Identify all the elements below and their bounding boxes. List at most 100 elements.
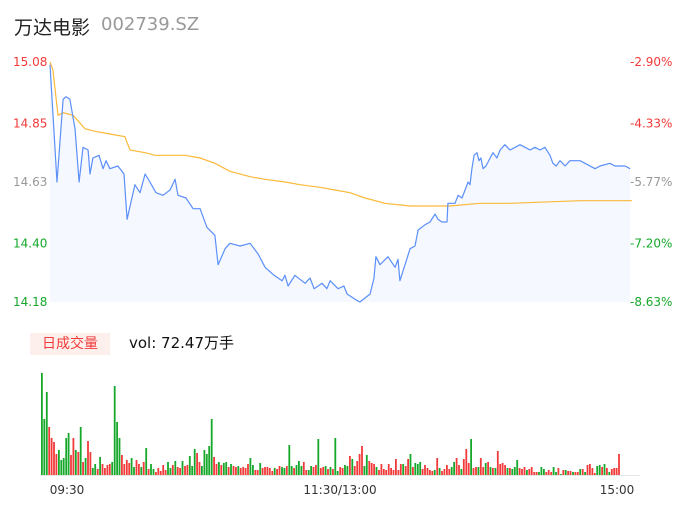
volume-bar: [77, 452, 80, 475]
volume-bar: [533, 472, 536, 475]
volume-bar: [205, 454, 208, 475]
volume-bar: [557, 468, 560, 475]
volume-bar: [254, 470, 257, 475]
volume-bar: [305, 470, 308, 475]
volume-bar: [412, 467, 414, 475]
volume-bar: [436, 458, 439, 475]
volume-bar: [380, 464, 383, 475]
volume-bar: [123, 464, 126, 475]
volume-bar: [431, 471, 434, 475]
volume-bar: [494, 468, 497, 475]
volume-bar: [610, 469, 613, 475]
volume-bar: [606, 468, 608, 475]
volume-bar: [390, 468, 392, 475]
volume-bar: [288, 445, 291, 475]
line-layer: [49, 61, 632, 303]
y-tick-label-left: 14.40: [13, 236, 47, 250]
volume-bar: [356, 461, 359, 475]
volume-bar: [41, 373, 43, 475]
volume-bar: [589, 464, 591, 475]
volume-bar: [169, 468, 172, 475]
volume-bar: [125, 460, 128, 475]
volume-bar: [373, 464, 375, 475]
volume-bar: [538, 472, 540, 475]
volume-bar: [87, 441, 89, 475]
volume-bar: [271, 471, 274, 475]
volume-bar: [111, 462, 114, 475]
volume-bar: [443, 469, 446, 475]
volume-bar: [310, 466, 312, 475]
volume-bar: [239, 468, 242, 475]
volume-bar: [579, 469, 582, 475]
volume-bar: [349, 456, 351, 475]
volume-bar: [584, 472, 586, 475]
volume-bar: [351, 459, 354, 475]
volume-bar: [74, 450, 77, 475]
volume-tab[interactable]: 日成交量: [30, 333, 110, 355]
volume-bar: [135, 460, 138, 475]
volume-bar: [550, 472, 553, 475]
volume-bar: [365, 455, 368, 475]
volume-bar: [458, 465, 460, 475]
volume-bar: [198, 462, 201, 475]
volume-bar: [489, 467, 492, 475]
y-tick-label-left: 14.85: [13, 116, 47, 130]
volume-bar: [526, 470, 528, 475]
volume-bar: [130, 458, 133, 475]
volume-bar: [540, 467, 543, 475]
volume-bar: [329, 467, 332, 475]
volume-bar: [295, 465, 298, 475]
volume-bar: [324, 466, 327, 475]
volume-bar: [210, 419, 213, 475]
volume-bar: [358, 454, 361, 475]
price-area: [50, 64, 631, 302]
y-tick-label-right: -7.20%: [630, 236, 672, 250]
volume-bar: [283, 468, 286, 475]
volume-bar: [307, 470, 310, 475]
volume-bar: [43, 419, 46, 475]
volume-bar: [322, 467, 325, 475]
x-tick-label: 11:30/13:00: [303, 483, 376, 497]
volume-bar: [528, 469, 531, 475]
volume-bar: [315, 465, 317, 475]
x-tick-label: 09:30: [50, 483, 85, 497]
volume-bar: [133, 467, 135, 475]
volume-bar: [84, 458, 87, 475]
volume-bar: [118, 438, 121, 475]
volume-bar: [472, 468, 475, 475]
volume-bar: [67, 433, 70, 475]
volume-bar: [581, 469, 584, 475]
volume-bar: [242, 467, 245, 475]
volume-bar: [167, 462, 169, 475]
volume-bar: [203, 450, 206, 475]
volume-bar: [252, 465, 254, 475]
volume-bar: [530, 467, 533, 475]
volume-bar: [441, 471, 443, 475]
volume-bar: [598, 465, 601, 475]
volume-bar: [547, 470, 550, 475]
volume-bar: [184, 466, 186, 475]
volume-bar: [101, 464, 104, 475]
volume-bar: [104, 468, 106, 475]
volume-bar: [201, 466, 203, 475]
volume-bar: [70, 455, 72, 475]
volume-bar: [501, 463, 504, 475]
volume-bar: [421, 469, 424, 475]
volume-bar: [409, 454, 412, 475]
volume-bar: [82, 462, 84, 475]
volume-bar: [482, 467, 485, 475]
volume-bar: [513, 467, 516, 475]
volume-bar: [227, 467, 230, 475]
volume-bar: [404, 466, 407, 475]
volume-bar: [147, 469, 150, 475]
y-tick-label-left: 14.18: [13, 295, 47, 309]
volume-bar: [300, 466, 303, 475]
volume-bar: [424, 465, 426, 475]
volume-bar: [407, 459, 409, 475]
volume-bar: [55, 454, 58, 475]
volume-bar: [327, 469, 329, 475]
volume-bar: [157, 468, 160, 475]
volume-bar: [91, 468, 94, 475]
volume-bar: [113, 386, 116, 475]
volume-bar: [368, 461, 371, 475]
